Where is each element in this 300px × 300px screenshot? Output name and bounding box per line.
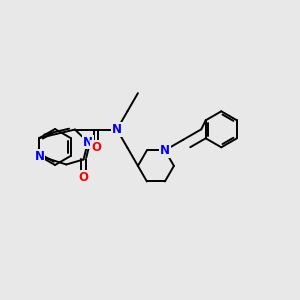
Text: O: O — [79, 171, 88, 184]
Text: O: O — [91, 141, 101, 154]
Text: N: N — [160, 144, 170, 157]
Text: N: N — [112, 123, 122, 136]
Text: N: N — [83, 136, 93, 148]
Text: N: N — [34, 149, 44, 163]
